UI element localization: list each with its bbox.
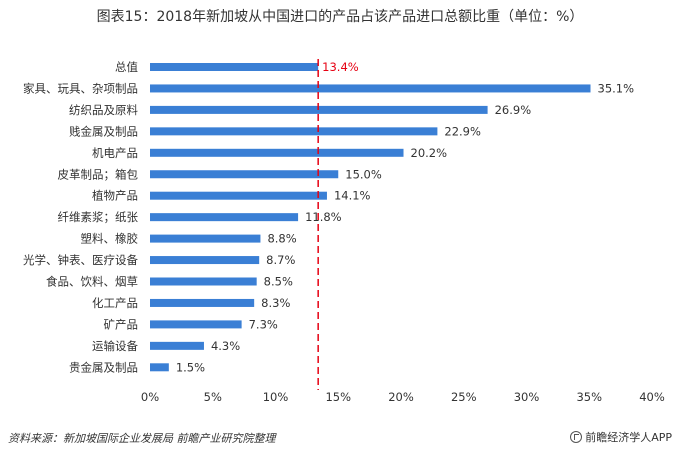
bar [150,148,404,157]
brand-credit: 前瞻经济学人APP [570,429,672,445]
category-label: 光学、钟表、医疗设备 [23,253,138,267]
value-label: 8.8% [267,232,296,246]
category-label: 贵金属及制品 [69,360,138,374]
value-label: 8.7% [266,253,295,267]
chart-title: 图表15：2018年新加坡从中国进口的产品占该产品进口总额比重（单位：%） [96,9,584,25]
x-tick-label: 40% [639,390,665,404]
source-note: 资料来源：新加坡国际企业发展局 前瞻产业研究院整理 [8,432,276,445]
value-label: 8.3% [261,296,290,310]
bar [150,84,591,93]
x-tick-label: 30% [514,390,540,404]
bar [150,298,255,307]
bar [150,363,169,372]
value-label: 4.3% [211,339,240,353]
value-label: 1.5% [176,360,205,374]
bar [150,127,438,136]
bar [150,341,204,350]
x-tick-label: 0% [141,390,159,404]
category-label: 塑料、橡胶 [81,232,139,246]
category-label: 植物产品 [92,189,138,203]
category-label: 运输设备 [92,339,138,353]
bar [150,234,261,243]
brand-logo-icon [570,431,583,443]
category-label: 矿产品 [104,317,139,331]
value-label: 13.4% [322,60,359,74]
value-label: 26.9% [495,103,532,117]
x-tick-label: 10% [263,390,289,404]
value-label: 8.5% [264,275,293,289]
brand-label: 前瞻经济学人APP [585,431,672,444]
value-label: 20.2% [411,146,448,160]
category-label: 食品、饮料、烟草 [46,275,138,289]
category-label: 纤维素浆；纸张 [58,210,139,224]
category-label: 家具、玩具、杂项制品 [23,81,138,95]
bar [150,320,242,329]
x-tick-label: 35% [576,390,602,404]
bar [150,170,339,179]
value-label: 15.0% [345,167,382,181]
category-label: 化工产品 [92,296,138,310]
value-label: 22.9% [444,124,481,138]
bar [150,277,257,286]
x-tick-label: 5% [204,390,222,404]
x-tick-label: 20% [388,390,414,404]
bar [150,63,319,71]
value-label: 14.1% [334,189,371,203]
category-label: 机电产品 [92,146,138,160]
value-label: 7.3% [249,317,278,331]
value-label: 11.8% [305,210,342,224]
category-label: 贱金属及制品 [69,124,138,138]
category-label: 皮革制品；箱包 [58,167,139,181]
category-label: 纺织品及原料 [69,103,138,117]
x-tick-label: 25% [451,390,477,404]
bar [150,256,260,265]
bar [150,213,299,222]
category-label: 总值 [115,60,138,74]
x-tick-label: 15% [325,390,351,404]
bar [150,191,327,200]
value-label: 35.1% [598,81,635,95]
